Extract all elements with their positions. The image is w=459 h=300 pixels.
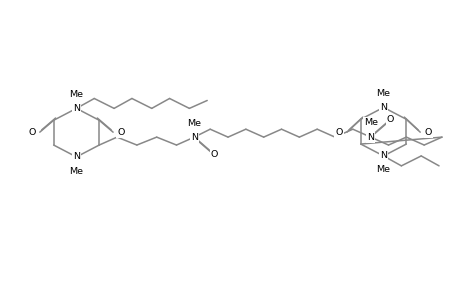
Text: N: N [379,152,386,160]
Text: N: N [366,133,373,142]
Text: N: N [73,104,80,113]
Text: Me: Me [376,89,390,98]
Text: N: N [379,103,386,112]
Text: Me: Me [69,167,83,176]
Text: N: N [73,152,80,161]
Text: O: O [28,128,35,137]
Text: O: O [424,128,431,137]
Text: O: O [210,151,218,160]
Text: Me: Me [187,119,201,128]
Text: Me: Me [69,90,83,99]
Text: O: O [335,128,342,137]
Text: O: O [386,115,393,124]
Text: Me: Me [363,118,377,127]
Text: O: O [117,128,124,137]
Text: N: N [190,133,197,142]
Text: Me: Me [376,165,390,174]
